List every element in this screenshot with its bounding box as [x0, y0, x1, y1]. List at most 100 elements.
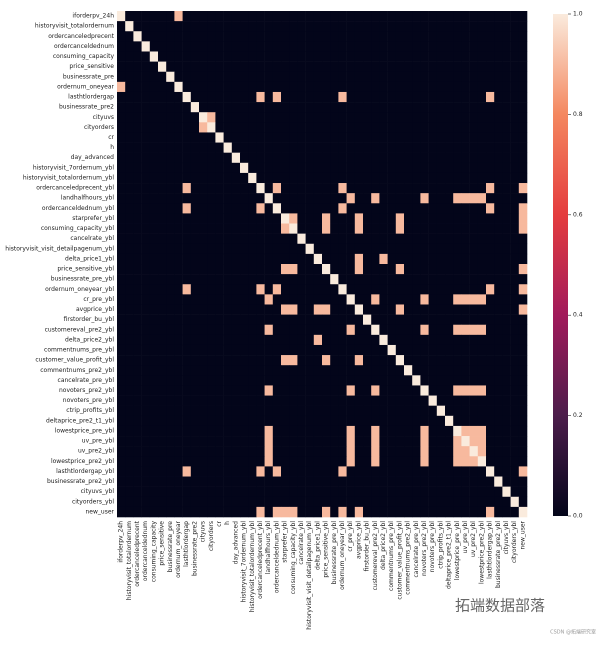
- cell: [395, 223, 405, 234]
- cell: [338, 102, 347, 113]
- cell: [289, 456, 298, 467]
- cell: [518, 334, 528, 346]
- cell: [141, 142, 151, 153]
- cell: [486, 112, 495, 123]
- cell: [133, 243, 142, 255]
- cell: [117, 314, 126, 326]
- cell: [469, 162, 479, 174]
- y-tick-label: consuming_capacity_ybl: [41, 225, 115, 232]
- cell: [453, 21, 462, 32]
- cell: [486, 405, 495, 417]
- cell: [354, 183, 364, 194]
- cell: [297, 233, 306, 245]
- cell: [207, 122, 216, 133]
- cell: [395, 183, 405, 194]
- y-tick-label: commentnums_pre_ybl: [44, 347, 114, 354]
- cell: [338, 172, 347, 184]
- cell: [477, 284, 487, 295]
- watermark-brand: 拓端数据部落: [455, 597, 545, 615]
- cell: [461, 172, 470, 184]
- cell: [182, 183, 192, 194]
- cell: [141, 193, 151, 204]
- cell: [223, 51, 233, 62]
- cell: [436, 355, 446, 366]
- cell: [428, 466, 438, 477]
- cell: [149, 385, 159, 396]
- cell: [174, 11, 183, 22]
- cell: [338, 31, 347, 42]
- cell: [125, 71, 134, 83]
- cell: [354, 203, 364, 214]
- cell: [141, 365, 151, 376]
- cell: [166, 274, 175, 285]
- cell: [469, 233, 479, 245]
- cell: [313, 476, 323, 487]
- cell: [207, 436, 216, 447]
- cell: [436, 253, 446, 265]
- cell: [518, 213, 528, 224]
- cell: [354, 112, 364, 123]
- cell: [346, 395, 356, 406]
- cell: [240, 466, 249, 477]
- cell: [502, 21, 511, 32]
- cell: [510, 385, 520, 396]
- cell: [363, 102, 372, 113]
- cell: [461, 294, 470, 305]
- cell: [510, 344, 520, 356]
- cell: [149, 425, 159, 437]
- cell: [117, 294, 126, 305]
- cell: [289, 31, 298, 42]
- cell: [502, 395, 511, 406]
- cell: [428, 213, 438, 224]
- cell: [190, 162, 200, 174]
- y-tick-label: businessrate_pre_ybl: [51, 276, 115, 283]
- cell: [231, 81, 241, 93]
- cell: [486, 415, 495, 427]
- x-tick-label: delta_price2_ybl: [380, 521, 387, 570]
- cell: [379, 132, 388, 143]
- cell: [387, 223, 397, 234]
- cell: [264, 405, 274, 417]
- cell: [436, 314, 446, 326]
- cell: [395, 122, 405, 133]
- cell: [477, 11, 487, 22]
- cell: [436, 91, 446, 103]
- cell: [117, 425, 126, 437]
- cell: [264, 274, 274, 285]
- cell: [404, 61, 413, 73]
- cell: [256, 456, 265, 467]
- cell: [264, 476, 274, 487]
- cell: [428, 162, 438, 174]
- cell: [395, 304, 405, 315]
- cell: [469, 425, 479, 437]
- cell: [207, 324, 216, 336]
- cell: [231, 253, 241, 265]
- cell: [395, 142, 405, 153]
- cell: [240, 344, 249, 356]
- cell: [354, 162, 364, 174]
- cell: [149, 132, 159, 143]
- x-tick-label: cityuvs: [200, 521, 207, 542]
- cell: [420, 375, 429, 386]
- cell: [199, 334, 208, 346]
- cell: [281, 152, 290, 164]
- cell: [305, 344, 315, 356]
- cell: [330, 506, 339, 518]
- cell: [322, 415, 331, 427]
- cell: [149, 506, 159, 518]
- cell: [486, 91, 495, 103]
- cell: [363, 91, 372, 103]
- cell: [510, 324, 520, 336]
- cell: [330, 294, 339, 305]
- cell: [404, 142, 413, 153]
- cell: [240, 294, 249, 305]
- cell: [158, 61, 167, 73]
- x-tick-label: ctrip_profits_ybl: [437, 521, 444, 569]
- cell: [428, 425, 438, 437]
- cell: [199, 375, 208, 386]
- cell: [248, 365, 257, 376]
- cell: [412, 314, 421, 326]
- cell: [215, 21, 224, 32]
- cell: [117, 11, 126, 22]
- cell: [346, 284, 356, 295]
